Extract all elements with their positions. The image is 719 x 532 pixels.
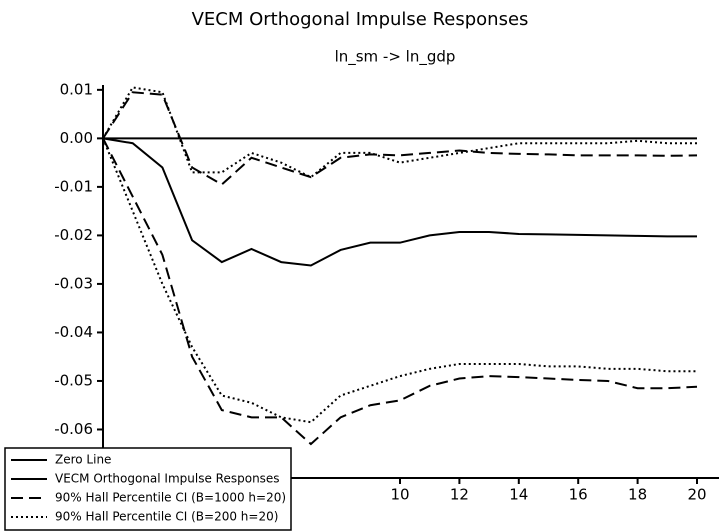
chart-subtitle: ln_sm -> ln_gdp xyxy=(335,48,456,67)
y-tick-label: -0.01 xyxy=(54,177,93,195)
x-tick-label: 12 xyxy=(450,486,469,504)
series-line xyxy=(103,138,697,265)
y-tick-label: 0.01 xyxy=(60,80,93,98)
x-tick-label: 16 xyxy=(569,486,588,504)
y-tick-label: -0.06 xyxy=(54,420,93,438)
chart-title: VECM Orthogonal Impulse Responses xyxy=(192,9,529,30)
y-tick-label: -0.02 xyxy=(54,226,93,244)
x-tick-label: 18 xyxy=(628,486,647,504)
x-tick-label: 14 xyxy=(509,486,528,504)
legend-label: 90% Hall Percentile CI (B=200 h=20) xyxy=(55,510,278,524)
series-line xyxy=(103,138,697,422)
legend-label: Zero Line xyxy=(55,453,111,467)
legend-label: VECM Orthogonal Impulse Responses xyxy=(55,472,280,486)
y-tick-label: -0.03 xyxy=(54,274,93,292)
x-tick-label: 10 xyxy=(390,486,409,504)
series-line xyxy=(103,138,697,444)
legend-label: 90% Hall Percentile CI (B=1000 h=20) xyxy=(55,491,286,505)
chart: VECM Orthogonal Impulse Responses ln_sm … xyxy=(0,0,719,532)
series-line xyxy=(103,87,697,177)
x-tick-label: 20 xyxy=(687,486,706,504)
y-tick-label: -0.04 xyxy=(54,323,93,341)
y-tick-label: -0.05 xyxy=(54,371,93,389)
y-tick-label: 0.00 xyxy=(60,129,93,147)
